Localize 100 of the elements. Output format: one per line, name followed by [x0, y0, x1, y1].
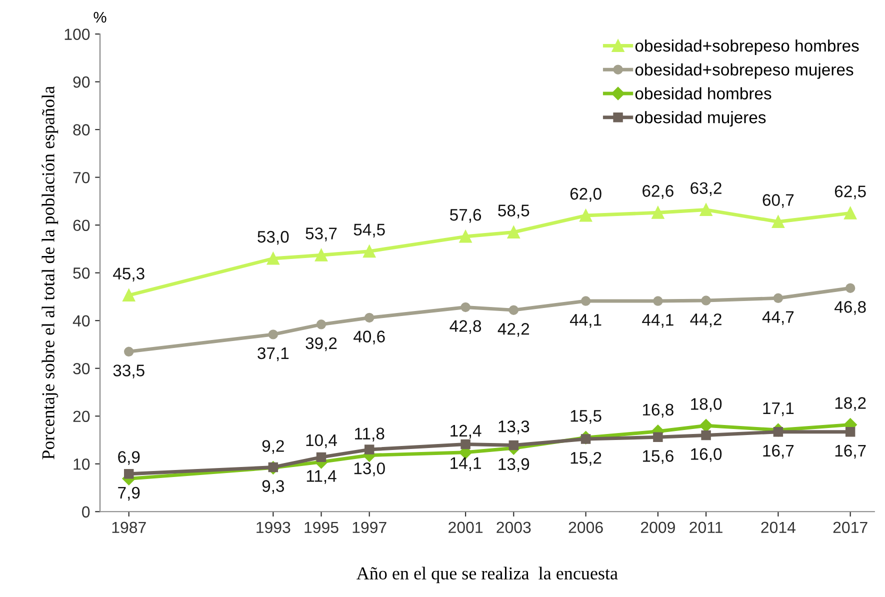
data-label: 13,0	[354, 462, 385, 476]
data-label: 17,1	[763, 402, 794, 416]
data-label: 16,7	[835, 444, 866, 459]
legend-label: obesidad mujeres	[635, 111, 766, 127]
point	[701, 430, 711, 440]
y-tick-label: 50	[73, 267, 90, 279]
y-tick-label: 90	[73, 76, 90, 88]
point	[508, 305, 519, 315]
x-tick-label: 1995	[304, 522, 338, 534]
data-label: 7,9	[118, 486, 140, 501]
data-label: 44,2	[690, 313, 722, 328]
y-tick-label: 100	[64, 28, 90, 40]
data-label: 54,5	[354, 224, 385, 238]
data-label: 33,5	[113, 364, 144, 378]
point	[508, 440, 519, 450]
point	[845, 283, 856, 293]
data-label: 60,7	[762, 194, 794, 208]
x-tick-label: 2014	[761, 522, 796, 534]
data-label: 15,6	[642, 450, 674, 464]
point	[266, 252, 280, 265]
x-axis-title: Año en el que se realiza la encuesta	[356, 566, 618, 584]
point	[652, 206, 664, 219]
point	[122, 289, 136, 302]
data-label: 16,0	[691, 448, 722, 462]
data-label: 53,0	[258, 230, 289, 245]
y-tick-label: 60	[73, 220, 90, 232]
data-label: 11,8	[355, 428, 384, 442]
y-tick-label: 30	[73, 362, 90, 374]
data-label: 13,9	[498, 458, 530, 472]
point	[460, 302, 470, 312]
point	[699, 419, 713, 432]
point	[507, 226, 520, 238]
data-label: 16,8	[642, 404, 674, 418]
data-label: 9,3	[262, 480, 284, 494]
x-tick-label: 2003	[496, 522, 531, 534]
data-label: 45,3	[113, 268, 144, 282]
x-tick-label: 2001	[448, 522, 483, 534]
point	[580, 209, 592, 222]
data-label: 18,2	[835, 397, 866, 411]
point	[315, 248, 328, 262]
data-label: 42,8	[450, 320, 482, 334]
data-label: 12,4	[450, 424, 482, 439]
point	[268, 330, 278, 340]
data-label: 62,6	[642, 185, 674, 199]
x-tick-label: 1997	[352, 522, 386, 534]
data-label: 37,1	[258, 347, 289, 362]
data-label: 53,7	[306, 228, 337, 242]
data-label: 14,1	[450, 457, 481, 471]
data-label: 63,2	[690, 182, 722, 196]
data-label: 40,6	[354, 330, 385, 344]
data-label: 44,7	[762, 311, 794, 325]
point	[653, 432, 663, 442]
y-tick-label: 0	[82, 506, 90, 518]
legend-label: obesidad+sobrepeso hombres	[635, 39, 859, 56]
data-label: 9,2	[262, 440, 284, 454]
x-tick-label: 2011	[690, 522, 722, 534]
data-label: 46,8	[834, 301, 866, 315]
y-tick-label: 10	[74, 458, 90, 470]
point	[363, 245, 376, 258]
data-label: 16,7	[763, 444, 794, 459]
point	[124, 346, 134, 356]
point	[316, 320, 326, 330]
x-tick-label: 2006	[568, 522, 603, 534]
data-label: 6,9	[118, 451, 140, 465]
data-label: 62,0	[570, 188, 602, 202]
x-tick-label: 1993	[256, 522, 290, 534]
point	[580, 434, 591, 444]
data-label: 15,2	[570, 452, 602, 466]
data-label: 62,5	[834, 186, 866, 200]
point	[364, 444, 374, 454]
point	[653, 296, 663, 306]
data-label: 13,3	[498, 420, 530, 434]
point	[701, 296, 711, 306]
point	[700, 204, 712, 216]
data-label: 11,4	[306, 470, 336, 484]
point	[124, 469, 134, 479]
data-label: 15,5	[570, 410, 602, 424]
y-tick-label: 70	[73, 172, 90, 184]
point	[773, 427, 784, 437]
legend-label: obesidad+sobrepeso mujeres	[635, 63, 854, 79]
y-tick-label: 40	[72, 315, 90, 327]
data-label: 42,2	[498, 323, 530, 337]
data-label: 57,6	[450, 208, 482, 223]
y-tick-label: 20	[73, 410, 90, 422]
point	[580, 296, 591, 306]
text: %	[94, 12, 106, 23]
x-tick-label: 1987	[112, 522, 146, 534]
point	[845, 427, 856, 437]
legend-label: obesidad hombres	[635, 87, 772, 100]
point	[460, 439, 470, 450]
point	[364, 312, 374, 323]
point	[772, 215, 784, 228]
data-label: 44,1	[570, 314, 602, 328]
point	[844, 206, 857, 220]
y-axis-title: Porcentaje sobre el al total de la población española	[42, 86, 58, 460]
data-label: 18,0	[691, 398, 722, 412]
x-tick-label: 2009	[640, 522, 675, 534]
point	[459, 230, 472, 243]
point	[773, 293, 784, 304]
point	[316, 452, 326, 462]
